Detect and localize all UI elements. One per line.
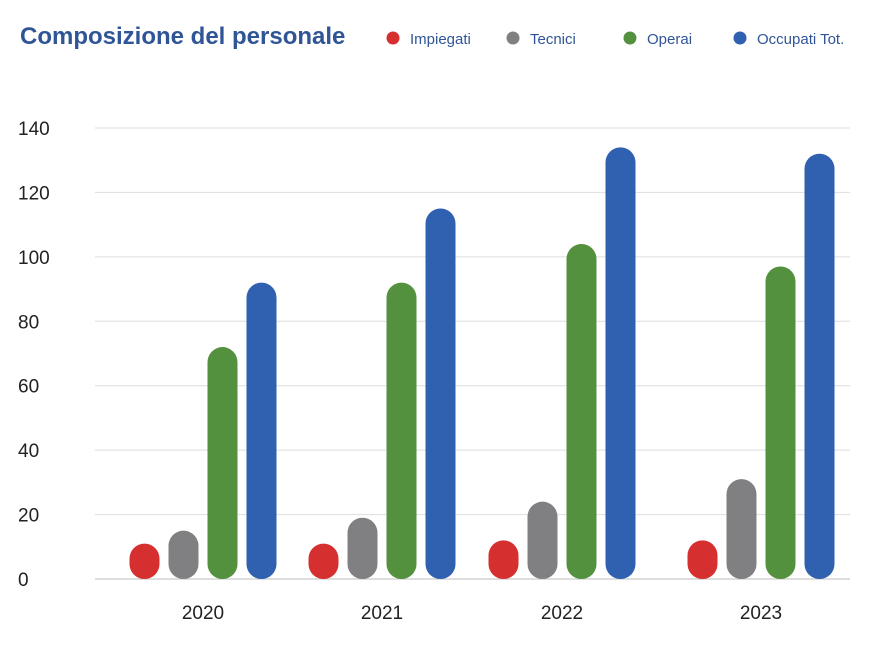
x-tick-label: 2022 <box>541 603 583 624</box>
bar-operai-2022 <box>566 243 597 579</box>
y-tick-label: 60 <box>18 377 39 398</box>
legend-label: Tecnici <box>530 31 576 48</box>
legend-marker <box>506 31 520 45</box>
y-axis: 0 20 40 60 80 100 120 140 <box>18 119 50 591</box>
bar-occupati-tot-2023 <box>804 153 835 579</box>
y-tick-label: 20 <box>18 506 39 527</box>
legend-label: Operai <box>647 31 692 48</box>
bar-tecnici-2021 <box>347 517 378 579</box>
bar-tecnici-2020 <box>168 530 199 579</box>
bar-impiegati-2020 <box>129 543 160 579</box>
bar-occupati-tot-2021 <box>425 208 456 580</box>
bar-occupati-tot-2020 <box>246 282 277 579</box>
bar-operai-2021 <box>386 282 417 579</box>
bar-operai-2023 <box>765 266 796 579</box>
x-tick-label: 2020 <box>182 603 224 624</box>
legend-label: Occupati Tot. <box>757 31 844 48</box>
bars <box>129 147 835 580</box>
bar-impiegati-2023 <box>687 540 718 579</box>
x-tick-label: 2021 <box>361 603 403 624</box>
y-tick-label: 100 <box>18 248 50 269</box>
bar-impiegati-2021 <box>308 543 339 579</box>
legend: Impiegati Tecnici Operai Occupati Tot. <box>386 31 844 48</box>
bar-impiegati-2022 <box>488 540 519 579</box>
bar-occupati-tot-2022 <box>605 147 636 580</box>
legend-marker <box>733 31 747 45</box>
y-tick-label: 80 <box>18 312 39 333</box>
bar-tecnici-2023 <box>726 479 757 579</box>
chart-title: Composizione del personale <box>20 23 345 50</box>
bar-tecnici-2022 <box>527 501 558 579</box>
bar-operai-2020 <box>207 347 238 579</box>
x-tick-label: 2023 <box>740 603 782 624</box>
y-tick-label: 140 <box>18 119 50 140</box>
legend-label: Impiegati <box>410 31 471 48</box>
y-tick-label: 40 <box>18 441 39 462</box>
legend-marker <box>623 31 637 45</box>
y-tick-label: 120 <box>18 183 50 204</box>
y-tick-label: 0 <box>18 570 29 591</box>
x-axis: 2020 2021 2022 2023 <box>182 603 782 624</box>
legend-marker <box>386 31 400 45</box>
